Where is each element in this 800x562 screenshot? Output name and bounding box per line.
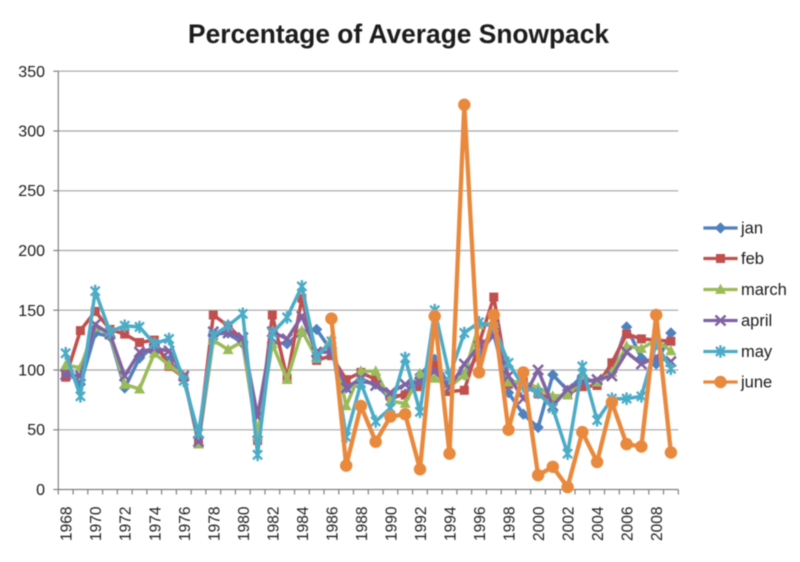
svg-text:100: 100 [18,363,45,380]
svg-text:0: 0 [36,482,45,499]
svg-text:2008: 2008 [649,507,666,541]
svg-text:june: june [740,374,772,392]
svg-text:1998: 1998 [502,507,519,541]
svg-text:1994: 1994 [443,506,460,541]
svg-text:1974: 1974 [147,506,164,541]
svg-text:2006: 2006 [620,507,637,541]
svg-text:feb: feb [741,250,764,268]
svg-text:1986: 1986 [324,507,341,541]
svg-text:1968: 1968 [59,507,76,541]
svg-text:1976: 1976 [177,507,194,541]
svg-text:2002: 2002 [561,507,578,541]
svg-text:march: march [741,281,787,299]
svg-text:jan: jan [740,220,763,238]
svg-text:1978: 1978 [206,507,223,541]
svg-text:1992: 1992 [413,507,430,541]
svg-text:1980: 1980 [236,506,253,541]
svg-text:250: 250 [18,183,45,200]
svg-text:300: 300 [18,124,45,141]
svg-text:200: 200 [18,243,45,260]
svg-text:350: 350 [18,64,45,81]
svg-text:2004: 2004 [590,506,607,541]
svg-text:1990: 1990 [383,506,400,541]
svg-text:april: april [741,312,772,330]
svg-text:50: 50 [27,422,45,439]
svg-text:150: 150 [18,303,45,320]
svg-text:1988: 1988 [354,507,371,541]
svg-text:1996: 1996 [472,507,489,541]
svg-text:1970: 1970 [88,506,105,541]
svg-text:1982: 1982 [265,507,282,541]
svg-text:1984: 1984 [295,506,312,541]
svg-text:2000: 2000 [531,506,548,541]
svg-text:Percentage of Average Snowpack: Percentage of Average Snowpack [188,19,610,49]
svg-text:may: may [741,343,773,361]
svg-text:1972: 1972 [118,507,135,541]
